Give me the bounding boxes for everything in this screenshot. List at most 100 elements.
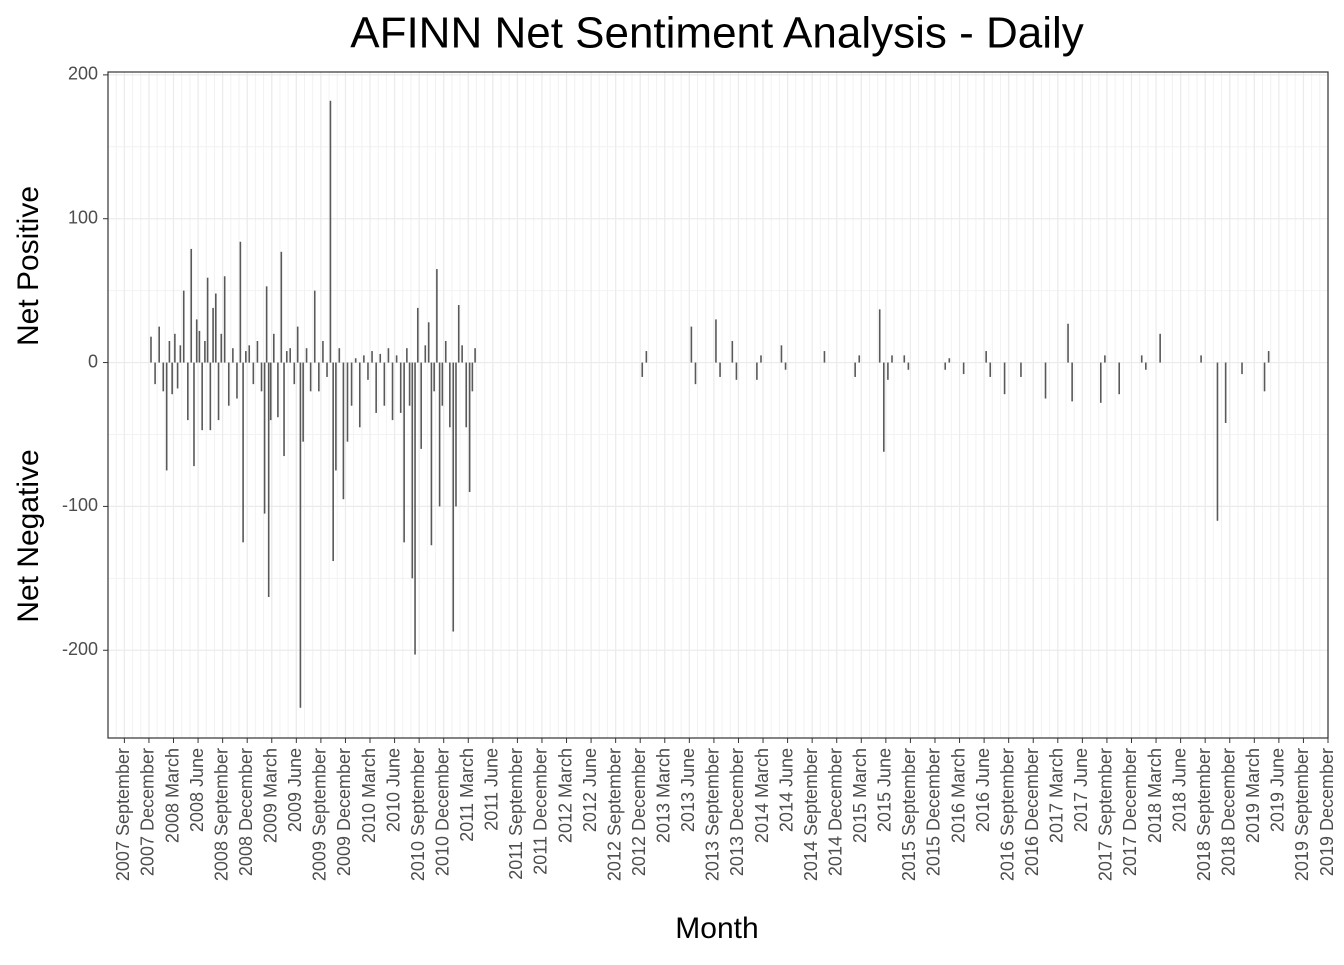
bar <box>269 362 272 421</box>
bar <box>195 319 198 363</box>
bar <box>760 355 762 363</box>
x-tick-label: 2007 September <box>113 748 133 881</box>
bar <box>1159 333 1161 363</box>
x-tick-label: 2012 September <box>604 748 624 881</box>
x-tick-label: 2008 September <box>211 748 231 881</box>
bar <box>322 340 324 363</box>
bar <box>403 362 405 543</box>
bar <box>411 362 414 579</box>
bar <box>182 290 185 363</box>
x-tick-label: 2010 March <box>359 748 379 843</box>
bar <box>858 355 861 363</box>
bar <box>187 362 189 421</box>
bar <box>206 277 209 363</box>
bar <box>756 362 758 380</box>
x-tick-label: 2008 June <box>187 748 207 832</box>
x-tick-label: 2019 December <box>1317 748 1337 876</box>
bar <box>780 345 783 363</box>
bar <box>989 362 992 377</box>
bar <box>198 330 201 363</box>
x-tick-label: 2018 December <box>1218 748 1238 876</box>
bar <box>441 362 444 406</box>
x-tick-label: 2008 December <box>236 748 256 876</box>
bar <box>399 362 402 413</box>
bar <box>329 100 332 363</box>
bar <box>436 269 438 363</box>
bar <box>305 348 308 363</box>
bar <box>715 319 717 363</box>
bar <box>694 362 697 385</box>
bar <box>948 358 951 363</box>
bar <box>883 362 885 452</box>
x-tick-label: 2019 September <box>1292 748 1312 881</box>
bar <box>280 251 283 363</box>
bar <box>193 362 195 467</box>
x-tick-label: 2007 December <box>138 748 158 876</box>
bar <box>363 355 365 363</box>
bar <box>1118 362 1121 395</box>
x-tick-label: 2012 December <box>629 748 649 876</box>
x-tick-label: 2009 September <box>310 748 330 881</box>
bar <box>1104 355 1106 363</box>
x-tick-label: 2009 March <box>261 748 281 843</box>
x-tick-label: 2014 December <box>825 748 845 876</box>
bar <box>406 348 408 363</box>
bar <box>318 362 320 392</box>
bar <box>252 362 255 385</box>
bar <box>387 348 390 363</box>
bar <box>176 362 179 389</box>
bar <box>283 362 285 457</box>
bar <box>236 362 238 399</box>
bar <box>1263 362 1266 392</box>
bar <box>1224 362 1227 423</box>
bar <box>296 326 299 363</box>
bar <box>408 362 411 406</box>
x-tick-label: 2011 June <box>482 748 502 831</box>
bar <box>823 351 826 363</box>
bar <box>903 355 906 363</box>
bar <box>375 362 377 413</box>
x-tick-label: 2010 September <box>408 748 428 881</box>
bar <box>891 355 893 363</box>
y-tick-label: 200 <box>68 64 98 84</box>
bar <box>342 362 345 500</box>
bar <box>171 362 173 395</box>
x-tick-label: 2011 March <box>457 748 477 842</box>
x-tick-label: 2014 June <box>776 748 796 832</box>
bar <box>309 362 312 392</box>
bar <box>427 322 430 363</box>
bar <box>293 362 296 385</box>
bar <box>245 351 247 363</box>
bar <box>263 362 266 514</box>
bar <box>212 307 214 363</box>
y-tick-label: -200 <box>62 639 98 659</box>
bar <box>1099 362 1102 403</box>
bar <box>379 353 382 363</box>
x-tick-label: 2012 June <box>580 748 600 832</box>
x-tick-label: 2018 March <box>1145 748 1165 843</box>
bar <box>731 340 734 363</box>
bar <box>465 362 468 428</box>
bar <box>346 362 349 442</box>
x-tick-label: 2017 December <box>1120 748 1140 876</box>
bar <box>383 362 386 406</box>
bar <box>248 345 251 363</box>
bar <box>690 326 693 363</box>
bar <box>285 351 288 363</box>
bar <box>645 351 648 363</box>
bar <box>302 362 304 442</box>
bar <box>179 345 182 363</box>
x-tick-label: 2014 September <box>801 748 821 881</box>
bar <box>165 362 168 471</box>
bar <box>1145 362 1147 370</box>
bar <box>1241 362 1243 375</box>
bar <box>267 362 270 598</box>
bar <box>391 362 394 421</box>
bar <box>273 333 275 363</box>
bar <box>354 358 357 363</box>
x-tick-label: 2015 December <box>924 748 944 876</box>
bar <box>158 326 160 363</box>
bar <box>332 362 334 562</box>
bar <box>150 336 152 363</box>
bar <box>1216 362 1219 521</box>
